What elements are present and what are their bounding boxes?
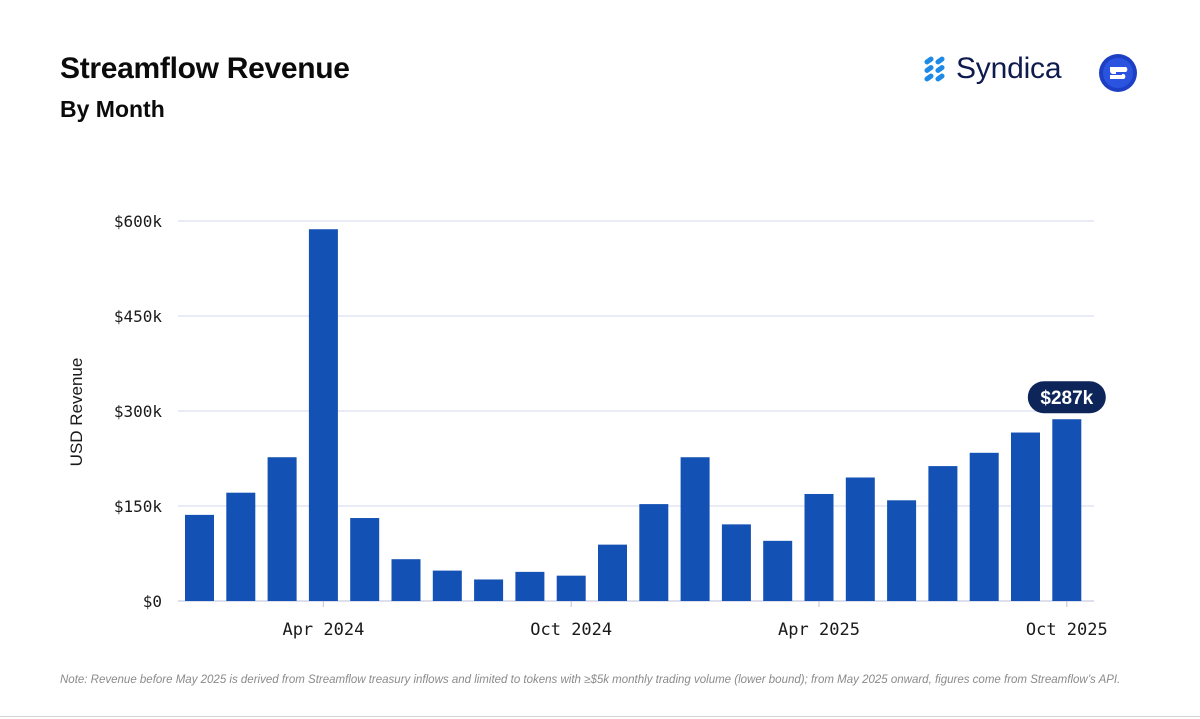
bar-12 (639, 504, 669, 601)
bottom-divider (0, 716, 1200, 717)
bar-4 (308, 229, 338, 601)
y-tick-label: $600k (114, 212, 163, 231)
bar-10 (556, 575, 586, 601)
bar-20 (969, 452, 999, 601)
y-tick-label: $450k (114, 307, 163, 326)
bar-7 (432, 570, 462, 601)
value-callout-label: $287k (1040, 388, 1093, 409)
x-tick-label: Apr 2025 (778, 620, 860, 640)
syndica-logo-icon (924, 56, 945, 82)
bar-18 (887, 500, 917, 601)
bar-17 (845, 477, 875, 601)
bar-14 (721, 524, 751, 601)
x-tick-label: Oct 2024 (530, 620, 612, 640)
brand-name: Syndica (956, 52, 1062, 85)
bar-22 (1052, 419, 1082, 601)
streamflow-logo-icon (1099, 54, 1137, 92)
bar-3 (267, 457, 297, 601)
value-callout (1027, 381, 1106, 414)
y-tick-label: $300k (114, 402, 163, 421)
bar-6 (391, 559, 421, 601)
y-tick-label: $0 (143, 592, 162, 611)
bar-21 (1011, 432, 1040, 601)
chart-subtitle: By Month (60, 96, 165, 122)
syndica-brand: Syndica (922, 52, 1062, 86)
bar-5 (350, 518, 380, 601)
x-tick-label: Apr 2024 (282, 620, 364, 640)
x-tick-label: Oct 2025 (1026, 620, 1108, 640)
bar-13 (680, 457, 710, 601)
bar-15 (763, 540, 793, 601)
bar-9 (515, 571, 545, 601)
footnote: Note: Revenue before May 2025 is derived… (60, 674, 1121, 686)
bar-19 (928, 466, 958, 601)
y-tick-label: $150k (114, 497, 163, 516)
y-axis-label: USD Revenue (67, 358, 86, 467)
bar-16 (804, 493, 834, 601)
bar-1 (185, 514, 214, 601)
bar-8 (474, 579, 504, 601)
bar-2 (226, 492, 256, 601)
bar-11 (598, 544, 627, 601)
chart-title: Streamflow Revenue (60, 52, 350, 85)
